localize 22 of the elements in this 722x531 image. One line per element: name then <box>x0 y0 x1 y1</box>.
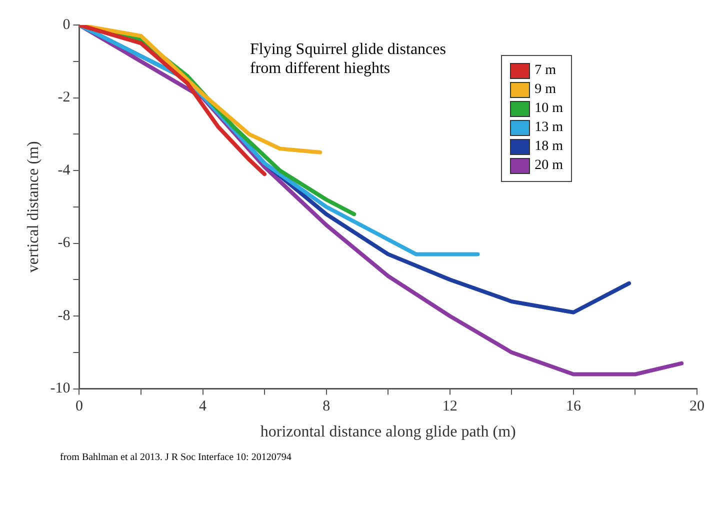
x-tick-label: 12 <box>442 398 458 415</box>
y-tick-label: -10 <box>50 380 70 397</box>
x-tick-label: 8 <box>322 398 330 415</box>
legend-label: 9 m <box>534 82 556 98</box>
legend-label: 10 m <box>534 101 563 117</box>
y-tick-label: -4 <box>58 162 71 178</box>
x-axis-title: horizontal distance along glide path (m) <box>260 424 516 441</box>
legend-label: 7 m <box>534 63 556 79</box>
legend-label: 20 m <box>534 158 563 174</box>
text: Flying Squirrel glide distances from different hieghts <box>250 40 447 78</box>
y-tick-label: 0 <box>62 16 70 33</box>
y-axis-title: vertical distance (m) <box>24 141 42 273</box>
x-tick-label: 4 <box>199 398 208 415</box>
y-tick-label: -8 <box>58 308 70 324</box>
x-tick-label: 16 <box>566 398 582 415</box>
y-tick-label: -2 <box>58 90 70 106</box>
x-tick-label: 0 <box>75 398 83 415</box>
legend-label: 13 m <box>534 120 563 136</box>
text: from Bahlman et al 2013. J R Soc Interface 10: 20120794 <box>60 452 292 463</box>
x-tick-label: 20 <box>690 398 704 415</box>
legend-label: 18 m <box>534 139 563 155</box>
y-tick-label: -6 <box>58 235 71 252</box>
